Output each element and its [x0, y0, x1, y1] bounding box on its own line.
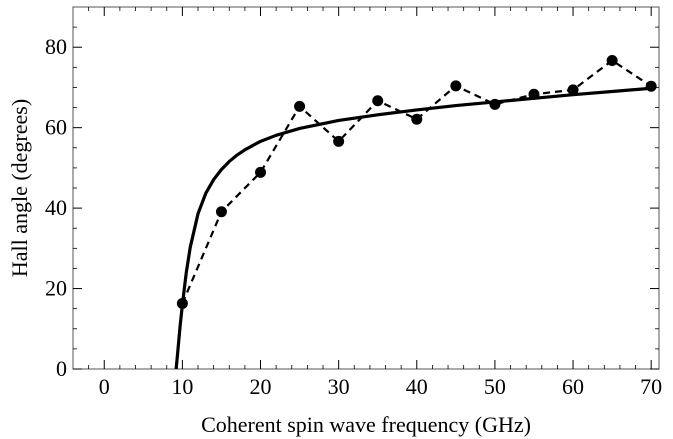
y-tick-label: 40 [45, 195, 67, 220]
x-tick-label: 0 [99, 374, 110, 399]
plot-frame [72, 6, 660, 370]
axis-ticks: 0 10 20 30 40 50 60 70 0 20 40 60 80 [45, 7, 662, 399]
x-tick-label: 50 [484, 374, 506, 399]
y-axis-label: Hall angle (degrees) [7, 99, 32, 277]
fit-curve-line [174, 86, 652, 370]
plot-border [72, 6, 660, 370]
x-tick-label: 40 [406, 374, 428, 399]
data-point [489, 98, 501, 110]
data-point [333, 135, 345, 147]
y-tick-label: 60 [45, 115, 67, 140]
y-tick-label: 20 [45, 276, 67, 301]
y-tick-label: 0 [56, 356, 67, 381]
data-point [255, 166, 267, 178]
fit-curve-layer [174, 86, 652, 370]
y-tick-label: 80 [45, 34, 67, 59]
data-point [176, 297, 188, 309]
data-series-line [181, 59, 652, 304]
x-tick-label: 20 [250, 374, 272, 399]
data-series-layer [176, 54, 657, 309]
x-tick-label: 60 [562, 374, 584, 399]
data-point [372, 95, 384, 107]
data-point [450, 80, 462, 92]
x-tick-label: 70 [640, 374, 662, 399]
x-tick-label: 10 [171, 374, 193, 399]
data-point [215, 206, 227, 218]
x-tick-label: 30 [328, 374, 350, 399]
x-axis-label: Coherent spin wave frequency (GHz) [201, 412, 531, 437]
data-point [411, 113, 423, 125]
data-point [528, 88, 540, 100]
data-point [645, 80, 657, 92]
data-point [294, 100, 306, 112]
data-point [606, 54, 618, 66]
data-point [567, 84, 579, 96]
